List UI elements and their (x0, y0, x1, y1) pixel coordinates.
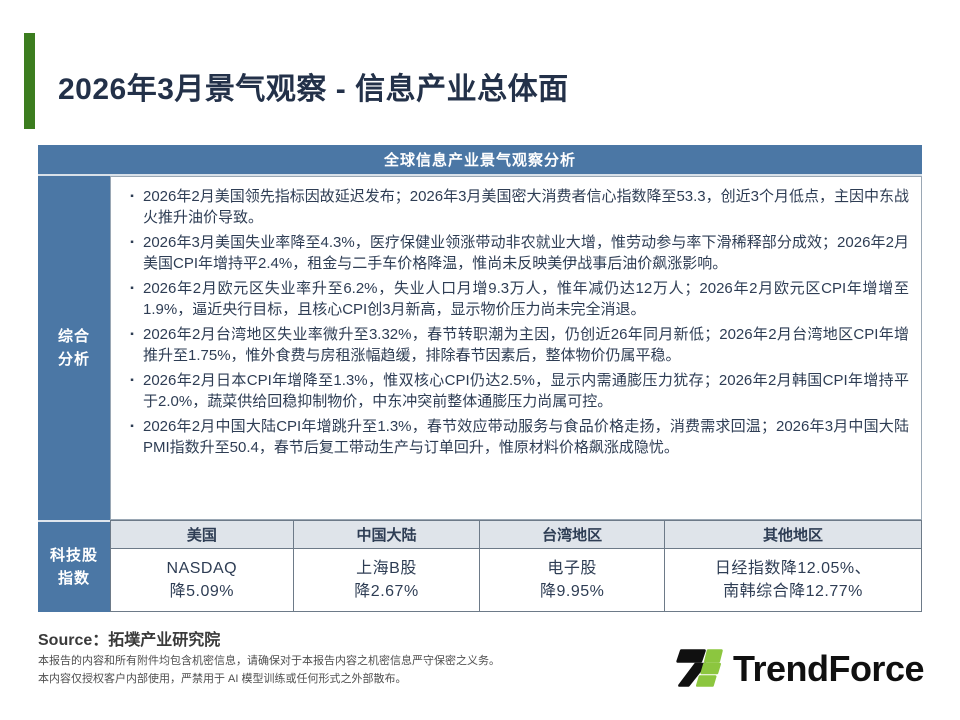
title-accent-bar (24, 33, 35, 129)
source-label: Source (38, 632, 93, 649)
region-header-us: 美国 (111, 521, 294, 548)
bullet-square-icon: ▪ (130, 191, 134, 202)
bullet-square-icon: ▪ (130, 237, 134, 248)
index-value-row: NASDAQ 降5.09% 上海B股 降2.67% 电子股 降9.95% 日经指… (111, 549, 921, 611)
bullet-item: ▪ 2026年3月美国失业率降至4.3%，医疗保健业领涨带动非农就业大增，惟劳动… (121, 232, 909, 274)
bullet-item: ▪ 2026年2月中国大陆CPI年增跳升至1.3%，春节效应带动服务与食品价格走… (121, 416, 909, 458)
bullet-item: ▪ 2026年2月台湾地区失业率微升至3.32%，春节转职潮为主因，仍创近26年… (121, 324, 909, 366)
region-header-others: 其他地区 (763, 527, 824, 544)
region-header-china: 中国大陆 (294, 521, 481, 548)
bullet-text: 2026年2月美国领先指标因故延迟发布；2026年3月美国密大消费者信心指数降至… (143, 188, 909, 226)
disclaimer-line-2: 本内容仅授权客户内部使用，严禁用于 AI 模型训练或任何形式之外部散布。 (38, 673, 407, 685)
index-grid: 美国 中国大陆 台湾地区 其他地区 NASDAQ 降5.09% 上海B股 (110, 520, 922, 612)
analysis-table-body: 综合 分析 ▪ 2026年2月美国领先指标因故延迟发布；2026年3月美国密大消… (38, 176, 922, 520)
index-value-others: 日经指数降12.05%、 南韩综合降12.77% (714, 559, 872, 600)
bullet-text: 2026年3月美国失业率降至4.3%，医疗保健业领涨带动非农就业大增，惟劳动参与… (143, 234, 909, 272)
trendforce-logo: TrendForce (675, 646, 925, 691)
index-value-us: NASDAQ 降5.09% (111, 549, 294, 611)
source-line: Source：拓墣产业研究院 (38, 626, 220, 650)
bullet-text: 2026年2月日本CPI年增降至1.3%，惟双核心CPI仍达2.5%，显示内需通… (143, 372, 909, 410)
bullet-item: ▪ 2026年2月欧元区失业率升至6.2%，失业人口月增9.3万人，惟年减仍达1… (121, 278, 909, 320)
disclaimer-line-1: 本报告的内容和所有附件均包含机密信息，请确保对于本报告内容之机密信息严守保密之义… (38, 655, 500, 667)
index-table: 科技股 指数 美国 中国大陆 台湾地区 其他地区 NASDAQ 降 (38, 520, 922, 612)
index-value-taiwan: 电子股 降9.95% (480, 549, 666, 611)
bullet-square-icon: ▪ (130, 375, 134, 386)
row-label-overall-analysis: 综合 分析 (38, 176, 110, 520)
row-label-tech-stock-index: 科技股 指数 (38, 520, 110, 612)
source-value: ：拓墣产业研究院 (92, 632, 221, 649)
bullet-square-icon: ▪ (130, 329, 134, 340)
page-title: 2026年3月景气观察 - 信息产业总体面 (58, 73, 569, 106)
bullet-text: 2026年2月欧元区失业率升至6.2%，失业人口月增9.3万人，惟年减仍达12万… (143, 280, 909, 318)
bullet-item: ▪ 2026年2月日本CPI年增降至1.3%，惟双核心CPI仍达2.5%，显示内… (121, 370, 909, 412)
index-header-row: 美国 中国大陆 台湾地区 其他地区 (111, 521, 921, 549)
analysis-table: 全球信息产业景气观察分析 综合 分析 ▪ 2026年2月美国领先指标因故延迟发布… (38, 145, 922, 612)
bullet-square-icon: ▪ (130, 421, 134, 432)
region-header-taiwan: 台湾地区 (480, 521, 666, 548)
bullet-square-icon: ▪ (130, 283, 134, 294)
trendforce-logo-text: TrendForce (732, 647, 925, 689)
index-value-china: 上海B股 降2.67% (294, 549, 481, 611)
bullet-text: 2026年2月台湾地区失业率微升至3.32%，春节转职潮为主因，仍创近26年同月… (143, 326, 909, 364)
title-block: 2026年3月景气观察 - 信息产业总体面 (24, 33, 569, 129)
analysis-table-header: 全球信息产业景气观察分析 (38, 145, 922, 176)
trendforce-logo-icon (676, 649, 723, 687)
analysis-content: ▪ 2026年2月美国领先指标因故延迟发布；2026年3月美国密大消费者信心指数… (110, 176, 922, 520)
bullet-item: ▪ 2026年2月美国领先指标因故延迟发布；2026年3月美国密大消费者信心指数… (121, 186, 909, 228)
bullet-text: 2026年2月中国大陆CPI年增跳升至1.3%，春节效应带动服务与食品价格走扬，… (143, 418, 909, 456)
